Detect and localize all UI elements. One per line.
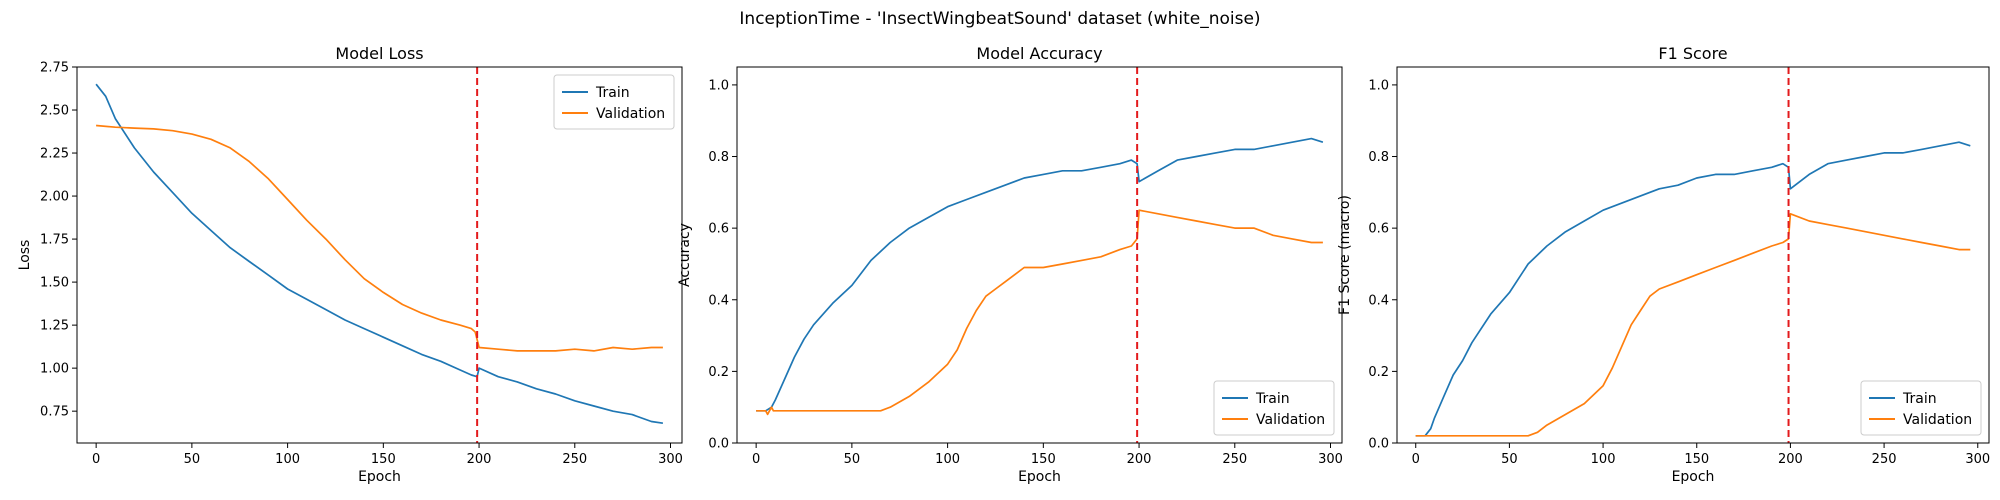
x-tick-label: 100 xyxy=(1591,452,1616,467)
chart-panel-1: Model Loss 0 50 100 150 200 250 300 0.75 1.00 1.25… xyxy=(17,44,683,485)
x-tick-label: 150 xyxy=(1684,452,1709,467)
plot-frame xyxy=(1396,66,1990,444)
series-line-train xyxy=(1415,141,1971,437)
x-tick-label: 200 xyxy=(1778,452,1803,467)
legend-entry: Validation xyxy=(596,106,665,122)
legend-entry: Train xyxy=(1902,391,1937,407)
y-tick-label: 0.2 xyxy=(708,365,729,380)
x-tick-label: 50 xyxy=(1501,452,1518,467)
y-tick-label: 0.4 xyxy=(1368,293,1389,308)
y-axis-label: Loss xyxy=(17,240,33,271)
x-tick-label: 200 xyxy=(1127,452,1152,467)
y-tick-label: 0.0 xyxy=(708,437,729,452)
y-tick-label: 1.25 xyxy=(40,319,69,334)
x-tick-label: 200 xyxy=(467,452,492,467)
y-axis-label: F1 Score (macro) xyxy=(1337,195,1353,315)
legend-box xyxy=(553,74,675,130)
x-tick-label: 300 xyxy=(658,452,683,467)
x-tick-label: 300 xyxy=(1965,452,1990,467)
x-tick-label: 150 xyxy=(1031,452,1056,467)
series-line-validation xyxy=(756,209,1323,416)
y-tick-label: 0.8 xyxy=(1368,150,1389,165)
legend-box xyxy=(1213,380,1335,436)
y-axis-label: Accuracy xyxy=(677,223,693,287)
x-tick-label: 250 xyxy=(1872,452,1897,467)
x-axis-label: Epoch xyxy=(358,469,401,485)
y-tick-label: 2.25 xyxy=(40,147,69,162)
y-tick-label: 1.0 xyxy=(708,78,729,93)
legend-entry: Validation xyxy=(1903,412,1972,428)
chart-title: Model Loss xyxy=(335,44,423,63)
y-tick-label: 0.0 xyxy=(1368,437,1389,452)
y-tick-label: 0.6 xyxy=(708,222,729,237)
legend: Train Validation xyxy=(1213,380,1335,436)
y-tick-label: 2.00 xyxy=(40,190,69,205)
y-tick-label: 2.75 xyxy=(40,61,69,76)
chart-panel-3: F1 Score 0 50 100 150 200 250 300 0.0 0.2 0.4 0.6 0.… xyxy=(1337,44,1990,485)
legend: Train Validation xyxy=(553,74,675,130)
chart-panel-2: Model Accuracy 0 50 100 150 200 250 300 0.0 0.2 0.… xyxy=(677,44,1343,485)
y-tick-label: 1.75 xyxy=(40,233,69,248)
legend: Train Validation xyxy=(1860,380,1982,436)
series-line-validation xyxy=(1415,212,1971,437)
x-tick-label: 50 xyxy=(844,452,861,467)
y-tick-label: 0.6 xyxy=(1368,222,1389,237)
figure-suptitle: InceptionTime - 'InsectWingbeatSound' da… xyxy=(739,9,1260,29)
legend-entry: Train xyxy=(595,85,630,101)
x-tick-label: 0 xyxy=(752,452,760,467)
chart-title: F1 Score xyxy=(1658,44,1727,63)
x-axis-label: Epoch xyxy=(1018,469,1061,485)
y-tick-label: 1.0 xyxy=(1368,78,1389,93)
x-tick-label: 0 xyxy=(1412,452,1420,467)
y-tick-label: 1.00 xyxy=(40,362,69,377)
x-tick-label: 100 xyxy=(275,452,300,467)
x-tick-label: 250 xyxy=(1222,452,1247,467)
series-line-validation xyxy=(96,124,663,352)
y-tick-label: 0.4 xyxy=(708,293,729,308)
x-axis-label: Epoch xyxy=(1672,469,1715,485)
x-tick-label: 0 xyxy=(92,452,100,467)
series-line-train xyxy=(756,137,1324,412)
legend-entry: Train xyxy=(1255,391,1290,407)
y-tick-label: 0.75 xyxy=(40,405,69,420)
legend-entry: Validation xyxy=(1256,412,1325,428)
x-tick-label: 50 xyxy=(184,452,201,467)
x-tick-label: 150 xyxy=(371,452,396,467)
series-line-train xyxy=(95,83,664,425)
plot-frame xyxy=(736,66,1343,444)
plot-frame xyxy=(76,66,683,444)
x-tick-label: 300 xyxy=(1318,452,1343,467)
x-tick-label: 100 xyxy=(935,452,960,467)
chart-title: Model Accuracy xyxy=(976,44,1102,63)
legend-box xyxy=(1860,380,1982,436)
y-tick-label: 1.50 xyxy=(40,276,69,291)
x-tick-label: 250 xyxy=(562,452,587,467)
y-tick-label: 2.50 xyxy=(40,104,69,119)
y-tick-label: 0.8 xyxy=(708,150,729,165)
y-tick-label: 0.2 xyxy=(1368,365,1389,380)
